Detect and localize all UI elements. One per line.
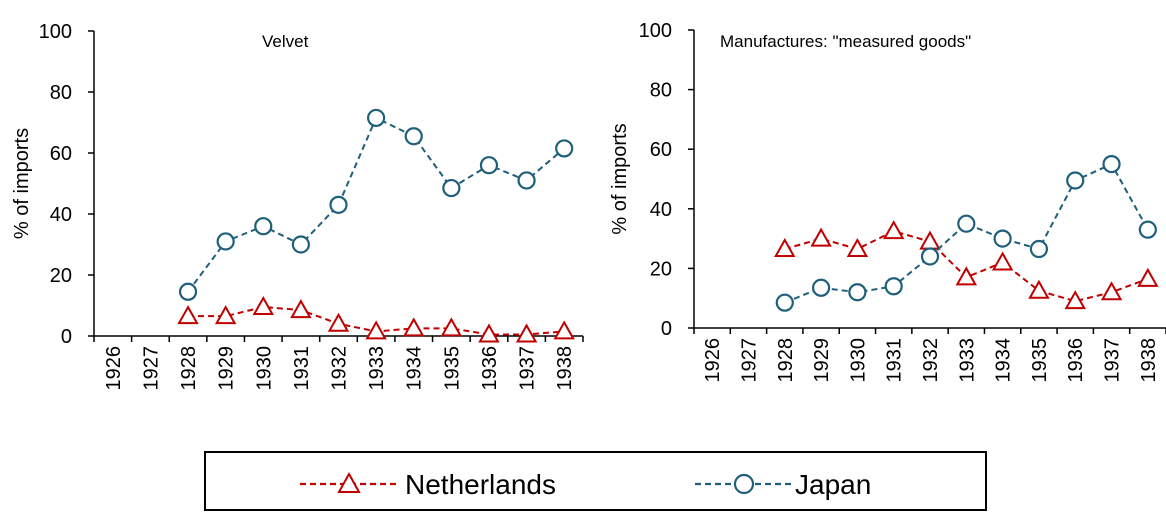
x-tick-label: 1929 xyxy=(811,338,833,383)
marker xyxy=(290,299,312,319)
marker xyxy=(517,171,536,190)
marker xyxy=(442,178,461,198)
y-tick-label: 20 xyxy=(50,265,72,287)
x-tick-label: 1935 xyxy=(441,346,463,391)
legend-marker xyxy=(337,471,361,493)
marker xyxy=(1137,267,1159,287)
y-tick-label: 20 xyxy=(650,258,672,280)
series-line xyxy=(784,162,1149,304)
chart-title: Velvet xyxy=(262,32,309,51)
marker xyxy=(811,278,831,297)
marker xyxy=(327,312,350,332)
x-tick-label: 1934 xyxy=(993,338,1015,383)
y-tick-label: 40 xyxy=(50,204,72,226)
marker xyxy=(478,323,500,343)
x-tick-label: 1927 xyxy=(140,346,162,391)
marker xyxy=(555,139,574,158)
y-tick-label: 60 xyxy=(650,139,672,161)
y-tick-label: 100 xyxy=(39,21,72,43)
x-tick-label: 1933 xyxy=(956,338,978,383)
legend-box xyxy=(204,451,987,511)
y-tick-label: 100 xyxy=(639,20,672,42)
marker xyxy=(991,251,1014,271)
marker xyxy=(365,320,387,340)
x-tick-label: 1938 xyxy=(1138,338,1160,383)
x-tick-label: 1926 xyxy=(103,346,125,391)
x-tick-label: 1929 xyxy=(216,346,238,391)
x-tick-label: 1933 xyxy=(366,346,388,391)
series-line xyxy=(187,116,565,293)
marker xyxy=(367,108,386,128)
y-tick-label: 80 xyxy=(50,82,72,104)
marker xyxy=(846,237,869,258)
marker xyxy=(1100,281,1123,301)
marker xyxy=(1064,290,1086,310)
y-tick-label: 40 xyxy=(650,199,672,221)
marker xyxy=(291,235,310,254)
x-tick-label: 1930 xyxy=(253,346,275,391)
marker xyxy=(920,247,940,266)
y-tick-label: 60 xyxy=(50,143,72,165)
x-tick-label: 1927 xyxy=(738,338,760,383)
marker xyxy=(848,283,867,302)
x-tick-label: 1938 xyxy=(554,346,576,391)
marker xyxy=(919,230,941,250)
x-tick-label: 1931 xyxy=(884,338,906,383)
marker xyxy=(1028,279,1050,299)
marker xyxy=(810,227,832,247)
marker xyxy=(882,220,905,240)
x-tick-label: 1928 xyxy=(775,338,797,383)
marker xyxy=(178,282,198,301)
chart-title: Manufactures: "measured goods" xyxy=(720,32,971,51)
y-axis-label: % of imports xyxy=(11,128,33,239)
marker xyxy=(1066,171,1085,190)
x-tick-label: 1934 xyxy=(404,346,426,391)
x-tick-label: 1937 xyxy=(1102,338,1124,383)
series-line xyxy=(784,230,1149,303)
x-tick-label: 1931 xyxy=(291,346,313,391)
marker xyxy=(1102,155,1121,174)
legend-marker xyxy=(733,473,755,495)
legend-label: Japan xyxy=(795,469,871,500)
marker xyxy=(329,195,348,214)
marker xyxy=(479,156,499,175)
marker xyxy=(774,237,796,258)
marker xyxy=(515,323,538,343)
marker xyxy=(955,266,978,286)
marker xyxy=(252,295,274,316)
x-tick-label: 1930 xyxy=(847,338,869,383)
marker xyxy=(214,305,237,325)
marker xyxy=(404,127,423,146)
x-tick-label: 1936 xyxy=(1065,338,1087,383)
y-tick-label: 0 xyxy=(61,326,72,348)
x-tick-label: 1937 xyxy=(517,346,539,391)
x-tick-label: 1935 xyxy=(1029,338,1051,383)
x-tick-label: 1932 xyxy=(920,338,942,383)
x-tick-label: 1932 xyxy=(329,346,351,391)
marker xyxy=(403,317,425,337)
marker xyxy=(884,277,903,296)
marker xyxy=(216,232,235,251)
marker xyxy=(177,305,199,325)
y-tick-label: 80 xyxy=(650,80,672,102)
marker xyxy=(993,229,1012,248)
marker xyxy=(1138,220,1157,239)
x-tick-label: 1936 xyxy=(479,346,501,391)
marker xyxy=(254,217,273,236)
marker xyxy=(440,317,463,337)
marker xyxy=(957,214,976,233)
y-tick-label: 0 xyxy=(661,318,672,340)
legend-label: Netherlands xyxy=(405,469,556,500)
marker xyxy=(553,320,575,340)
y-axis-label: % of imports xyxy=(609,123,631,234)
marker xyxy=(775,293,794,312)
x-tick-label: 1928 xyxy=(178,346,200,391)
x-tick-label: 1926 xyxy=(702,338,724,383)
marker xyxy=(1029,239,1049,259)
